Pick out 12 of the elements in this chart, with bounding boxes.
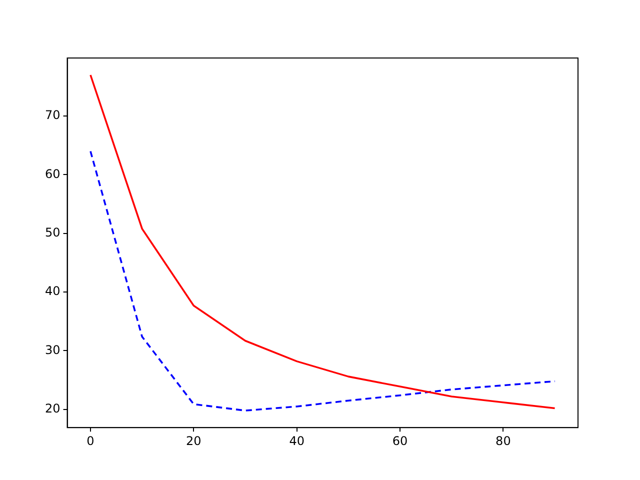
x-tick-label: 20: [186, 434, 202, 448]
x-tick-label: 0: [86, 434, 94, 448]
x-tick-label: 60: [392, 434, 408, 448]
y-tick-label: 40: [44, 284, 60, 298]
x-tick-label: 80: [496, 434, 511, 448]
line-series: [90, 150, 556, 412]
y-tick-label: 30: [44, 342, 60, 357]
y-tick-label: 60: [44, 166, 60, 181]
x-tick-label: 40: [289, 434, 304, 448]
y-tick-label: 70: [44, 108, 60, 122]
y-tick-label: 50: [44, 226, 60, 240]
y-tick-label: 20: [44, 402, 60, 416]
